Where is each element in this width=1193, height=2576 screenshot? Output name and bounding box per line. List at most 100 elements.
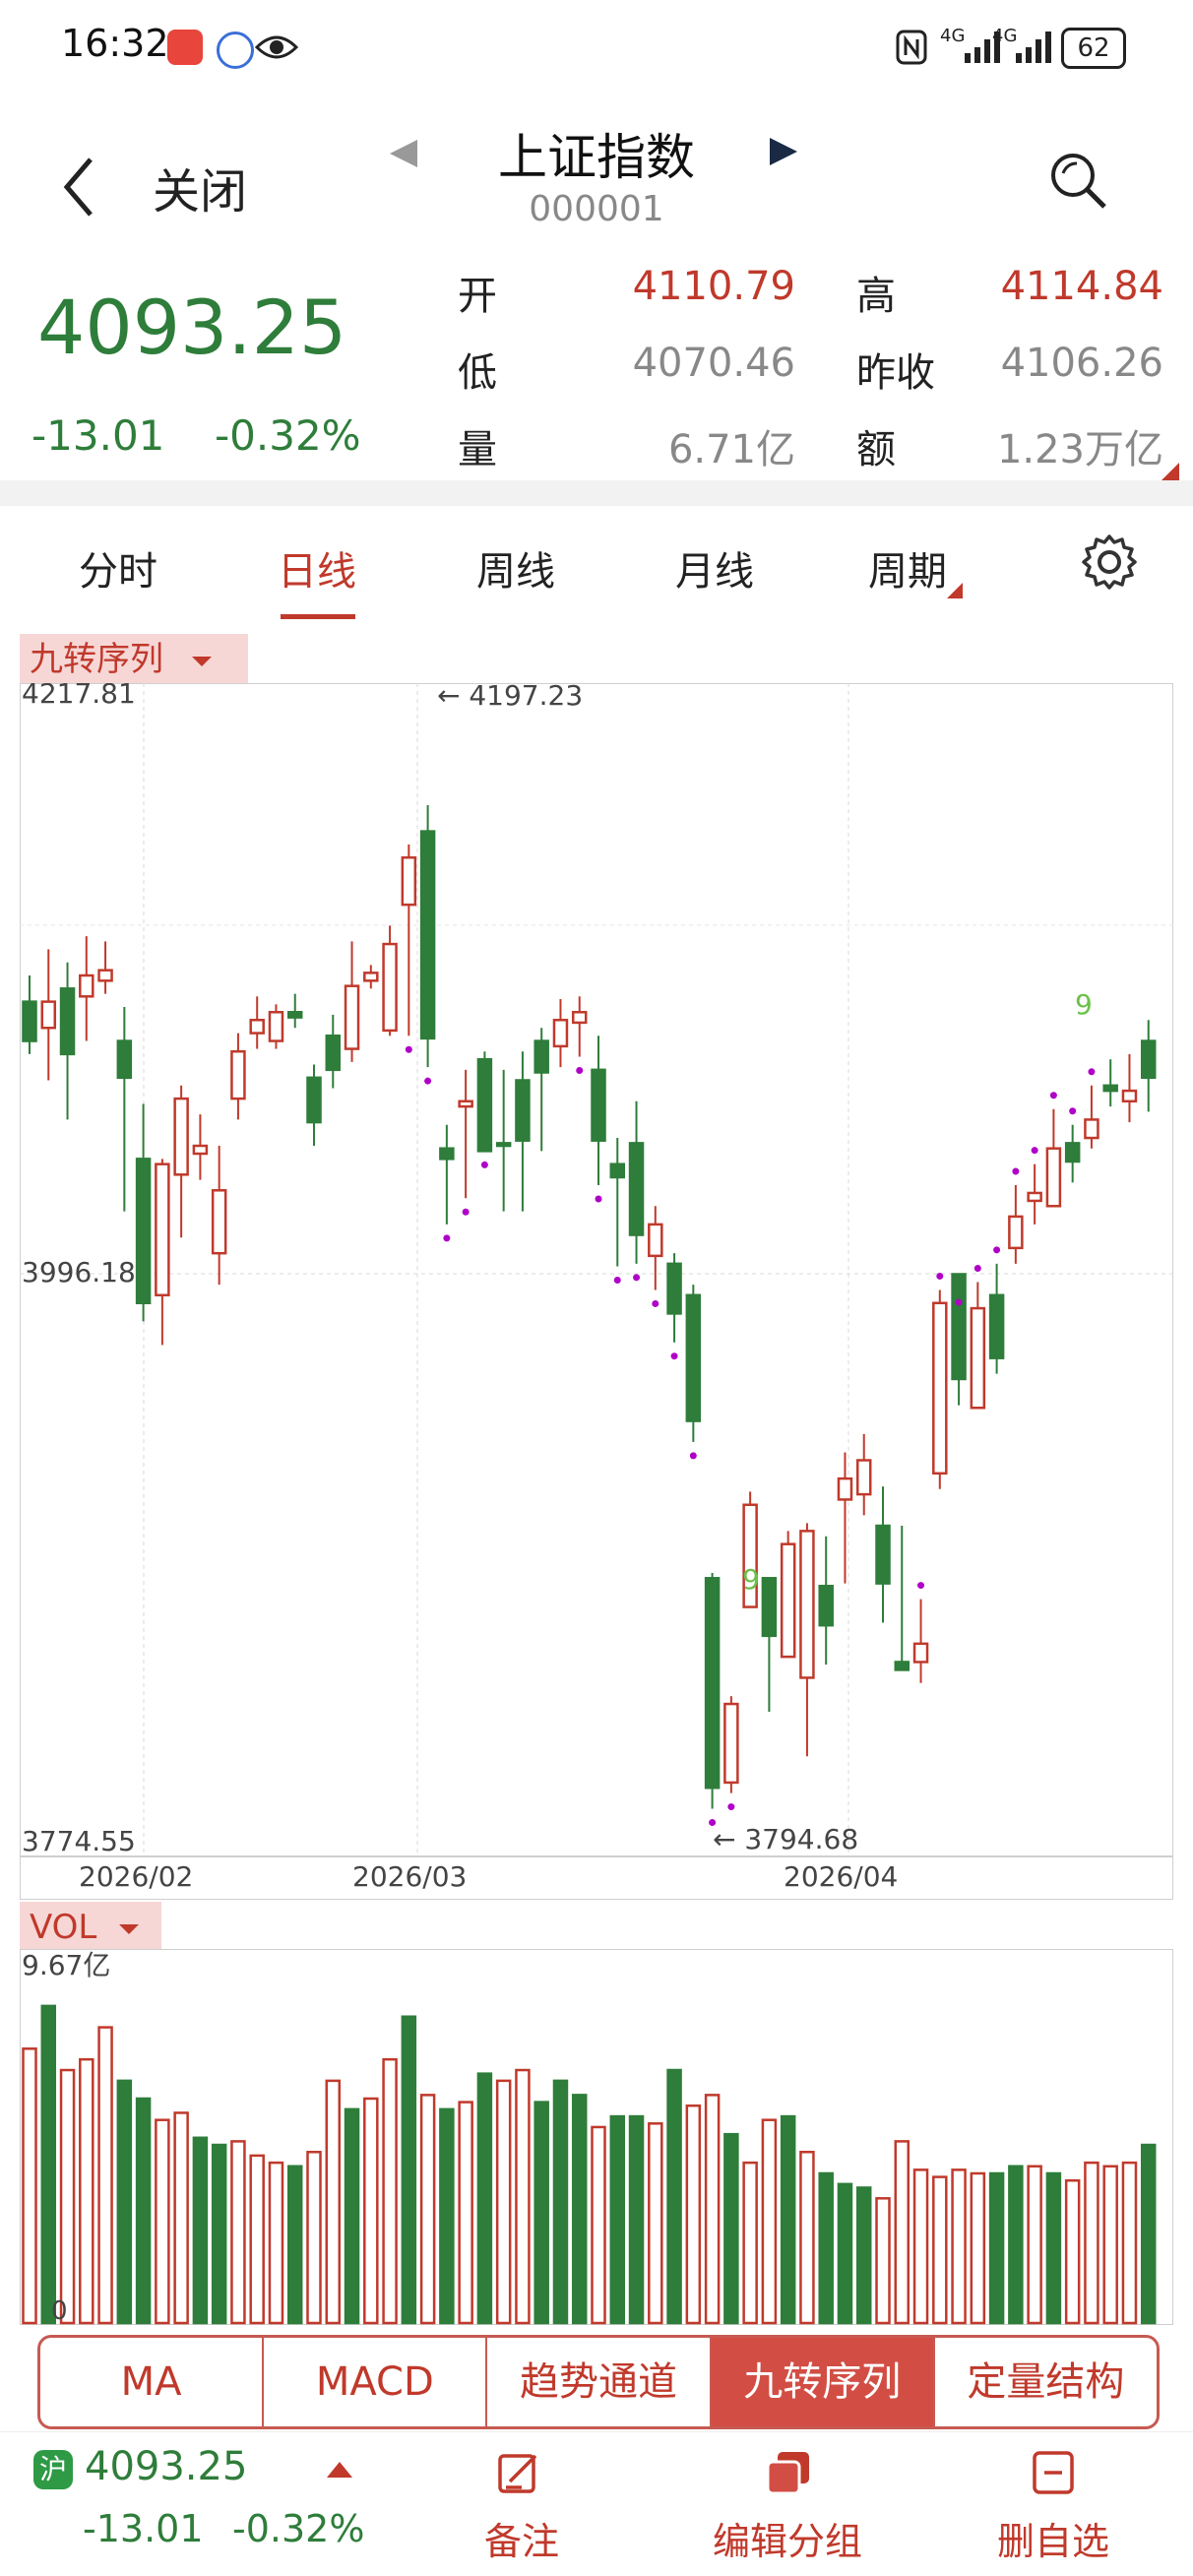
sequence-marker xyxy=(917,1582,925,1590)
previous-stock-icon[interactable] xyxy=(386,136,421,171)
volume-bar xyxy=(1045,2171,1062,2325)
signal-icon-1 xyxy=(965,31,1000,63)
period-dropdown-icon xyxy=(947,583,963,598)
amount-label: 额 xyxy=(856,427,896,472)
y-tick-mid: 3996.18 xyxy=(22,1256,136,1288)
x-tick-feb: 2026/02 xyxy=(79,1860,193,1893)
volume-bar xyxy=(1140,2143,1157,2325)
sequence-marker xyxy=(1031,1147,1038,1155)
candle-body xyxy=(230,1049,246,1100)
volume-bar xyxy=(476,2072,493,2325)
chart-frame xyxy=(20,683,1173,1900)
volume-bar xyxy=(970,2171,986,2325)
candle-body xyxy=(685,1293,702,1422)
sequence-marker xyxy=(633,1274,641,1282)
edit-group-button[interactable]: 编辑分组 xyxy=(689,2432,886,2576)
remove-watchlist-button[interactable]: 删自选 xyxy=(955,2432,1152,2576)
tab-daily[interactable]: 日线 xyxy=(278,549,356,595)
indicator-selector-label: 九转序列 xyxy=(30,640,163,679)
volume-bar xyxy=(912,2168,929,2325)
volume-indicator-selector[interactable]: VOL xyxy=(20,1902,161,1953)
volume-bar xyxy=(135,2097,152,2325)
sequence-marker xyxy=(480,1161,488,1168)
candle-body xyxy=(628,1142,645,1236)
volume-bar xyxy=(1008,2165,1024,2325)
candlestick-chart[interactable]: 4217.81 3996.18 3774.55 2026/02 2026/03 … xyxy=(20,683,1173,1900)
quant-structure-button[interactable]: 定量结构 xyxy=(967,2359,1125,2405)
volume-bar xyxy=(1084,2161,1099,2325)
volume-chart[interactable]: 9.67亿 0 xyxy=(20,1949,1173,2325)
volume-bar xyxy=(192,2136,209,2325)
volume-bar xyxy=(894,2140,910,2325)
note-button[interactable]: 备注 xyxy=(423,2432,620,2576)
search-icon[interactable] xyxy=(1045,148,1110,213)
volume-bar xyxy=(875,2197,891,2325)
candle-body xyxy=(912,1642,929,1664)
volume-bar xyxy=(685,2104,702,2325)
active-tab-underline xyxy=(281,614,355,619)
x-tick-mar: 2026/03 xyxy=(352,1860,467,1893)
expand-corner-icon[interactable] xyxy=(1162,463,1179,480)
app-notification-icon xyxy=(167,30,203,65)
volume-bar xyxy=(723,2132,739,2325)
trend-channel-button[interactable]: 趋势通道 xyxy=(487,2338,712,2426)
candle-body xyxy=(970,1306,986,1410)
candle-body xyxy=(97,969,113,982)
sequence-marker xyxy=(689,1452,697,1460)
candle-body xyxy=(571,1011,588,1025)
volume-bar xyxy=(439,2107,455,2325)
candle-body xyxy=(1008,1215,1024,1250)
candle-body xyxy=(1045,1147,1062,1208)
low-label: 低 xyxy=(458,350,497,396)
candle-body xyxy=(325,1034,342,1072)
candle-body xyxy=(439,1147,455,1161)
sequence-marker xyxy=(993,1246,1001,1254)
volume-bar xyxy=(1064,2178,1081,2325)
candles-layer xyxy=(22,804,1157,1809)
candle-body xyxy=(723,1702,739,1785)
volume-bar xyxy=(306,2151,322,2325)
nine-label-1: 9 xyxy=(742,1563,760,1596)
candle-body xyxy=(855,1459,872,1496)
chevron-down-icon xyxy=(119,1923,140,1934)
prev-close-label: 昨收 xyxy=(856,350,935,396)
candle-body xyxy=(704,1577,721,1790)
amount-value: 1.23万亿 xyxy=(996,427,1163,472)
tab-intraday[interactable]: 分时 xyxy=(79,549,157,595)
chevron-down-icon xyxy=(191,656,212,666)
volume-bar xyxy=(951,2168,967,2325)
indicator-selector[interactable]: 九转序列 xyxy=(20,634,248,685)
sequence-marker xyxy=(595,1195,602,1203)
tab-monthly[interactable]: 月线 xyxy=(675,549,754,595)
stock-code: 000001 xyxy=(529,189,664,229)
sequence-marker xyxy=(443,1234,451,1242)
nine-sequence-button[interactable]: 九转序列 xyxy=(711,2338,935,2426)
candle-body xyxy=(609,1162,626,1179)
market-badge-label: 沪 xyxy=(38,2453,67,2485)
candle-body xyxy=(591,1068,606,1142)
signal-label-2: 4G xyxy=(992,26,1018,46)
volume-bar xyxy=(932,2175,948,2325)
close-button[interactable]: 关闭 xyxy=(153,164,248,220)
back-icon[interactable] xyxy=(49,148,108,226)
tab-weekly[interactable]: 周线 xyxy=(476,549,555,595)
volume-bar xyxy=(116,2079,133,2325)
volume-bar xyxy=(325,2079,342,2325)
ma-button[interactable]: MA xyxy=(40,2338,265,2426)
volume-bar xyxy=(249,2154,265,2325)
settings-gear-icon[interactable] xyxy=(1079,532,1140,593)
tab-period[interactable]: 周期 xyxy=(868,549,947,595)
volume-max-label: 9.67亿 xyxy=(22,1949,110,1981)
low-annotation: ← 3794.68 xyxy=(713,1823,858,1855)
next-stock-icon[interactable] xyxy=(766,134,801,169)
candle-body xyxy=(1084,1118,1099,1140)
footer-change: -13.01 xyxy=(83,2507,204,2550)
candle-body xyxy=(988,1293,1005,1359)
high-label: 高 xyxy=(856,274,896,319)
volume-bars-layer xyxy=(22,2004,1157,2325)
volume-bar xyxy=(837,2182,853,2325)
chart-grid xyxy=(20,683,1173,1857)
sequence-marker xyxy=(670,1352,678,1360)
macd-button[interactable]: MACD xyxy=(264,2338,488,2426)
market-badge: 沪 xyxy=(33,2450,73,2489)
